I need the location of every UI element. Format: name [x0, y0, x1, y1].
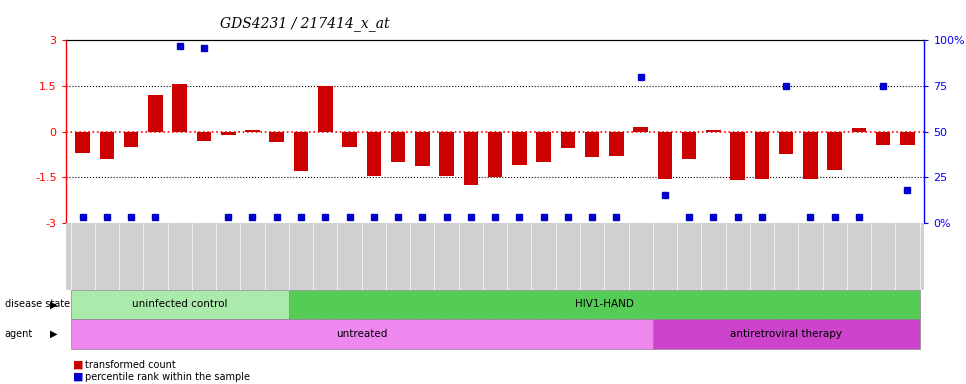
Bar	[366, 131, 381, 175]
Bar	[464, 131, 478, 185]
Bar	[342, 131, 356, 147]
Bar	[584, 131, 599, 157]
Bar	[706, 130, 721, 131]
Bar	[610, 131, 624, 156]
Bar	[828, 131, 842, 169]
Bar	[634, 127, 648, 131]
Bar	[172, 84, 187, 131]
Bar	[270, 131, 284, 142]
Text: ■: ■	[73, 360, 84, 370]
Bar	[289, 290, 920, 319]
Bar	[245, 130, 260, 131]
Text: HIV1-HAND: HIV1-HAND	[575, 299, 634, 310]
Text: ■: ■	[73, 372, 84, 382]
Text: untreated: untreated	[336, 329, 387, 339]
Bar	[71, 290, 289, 319]
Text: transformed count: transformed count	[85, 360, 176, 370]
Bar	[75, 131, 90, 153]
Bar	[682, 131, 696, 159]
Bar	[318, 86, 332, 131]
Bar	[658, 131, 672, 179]
Bar	[197, 131, 212, 141]
Bar	[560, 131, 575, 148]
Bar	[488, 131, 502, 177]
Bar	[754, 131, 769, 179]
Bar	[221, 131, 236, 134]
Text: ▶: ▶	[50, 299, 58, 310]
Bar	[730, 131, 745, 180]
Bar	[440, 131, 454, 175]
Text: agent: agent	[5, 329, 33, 339]
Text: ▶: ▶	[50, 329, 58, 339]
Bar	[803, 131, 818, 179]
Text: GDS4231 / 217414_x_at: GDS4231 / 217414_x_at	[220, 16, 390, 31]
Text: percentile rank within the sample: percentile rank within the sample	[85, 372, 250, 382]
Bar	[124, 131, 138, 147]
Bar	[779, 131, 793, 154]
Bar	[512, 131, 526, 165]
Bar	[391, 131, 406, 162]
Bar	[536, 131, 551, 162]
Bar	[294, 131, 308, 171]
Bar	[148, 95, 162, 131]
Bar	[99, 131, 114, 159]
Text: uninfected control: uninfected control	[132, 299, 227, 310]
Bar	[653, 319, 920, 349]
Text: antiretroviral therapy: antiretroviral therapy	[730, 329, 842, 339]
Bar	[900, 131, 915, 145]
Text: disease state: disease state	[5, 299, 70, 310]
Bar	[876, 131, 891, 145]
Bar	[71, 319, 653, 349]
Bar	[415, 131, 430, 167]
Bar	[852, 129, 867, 131]
